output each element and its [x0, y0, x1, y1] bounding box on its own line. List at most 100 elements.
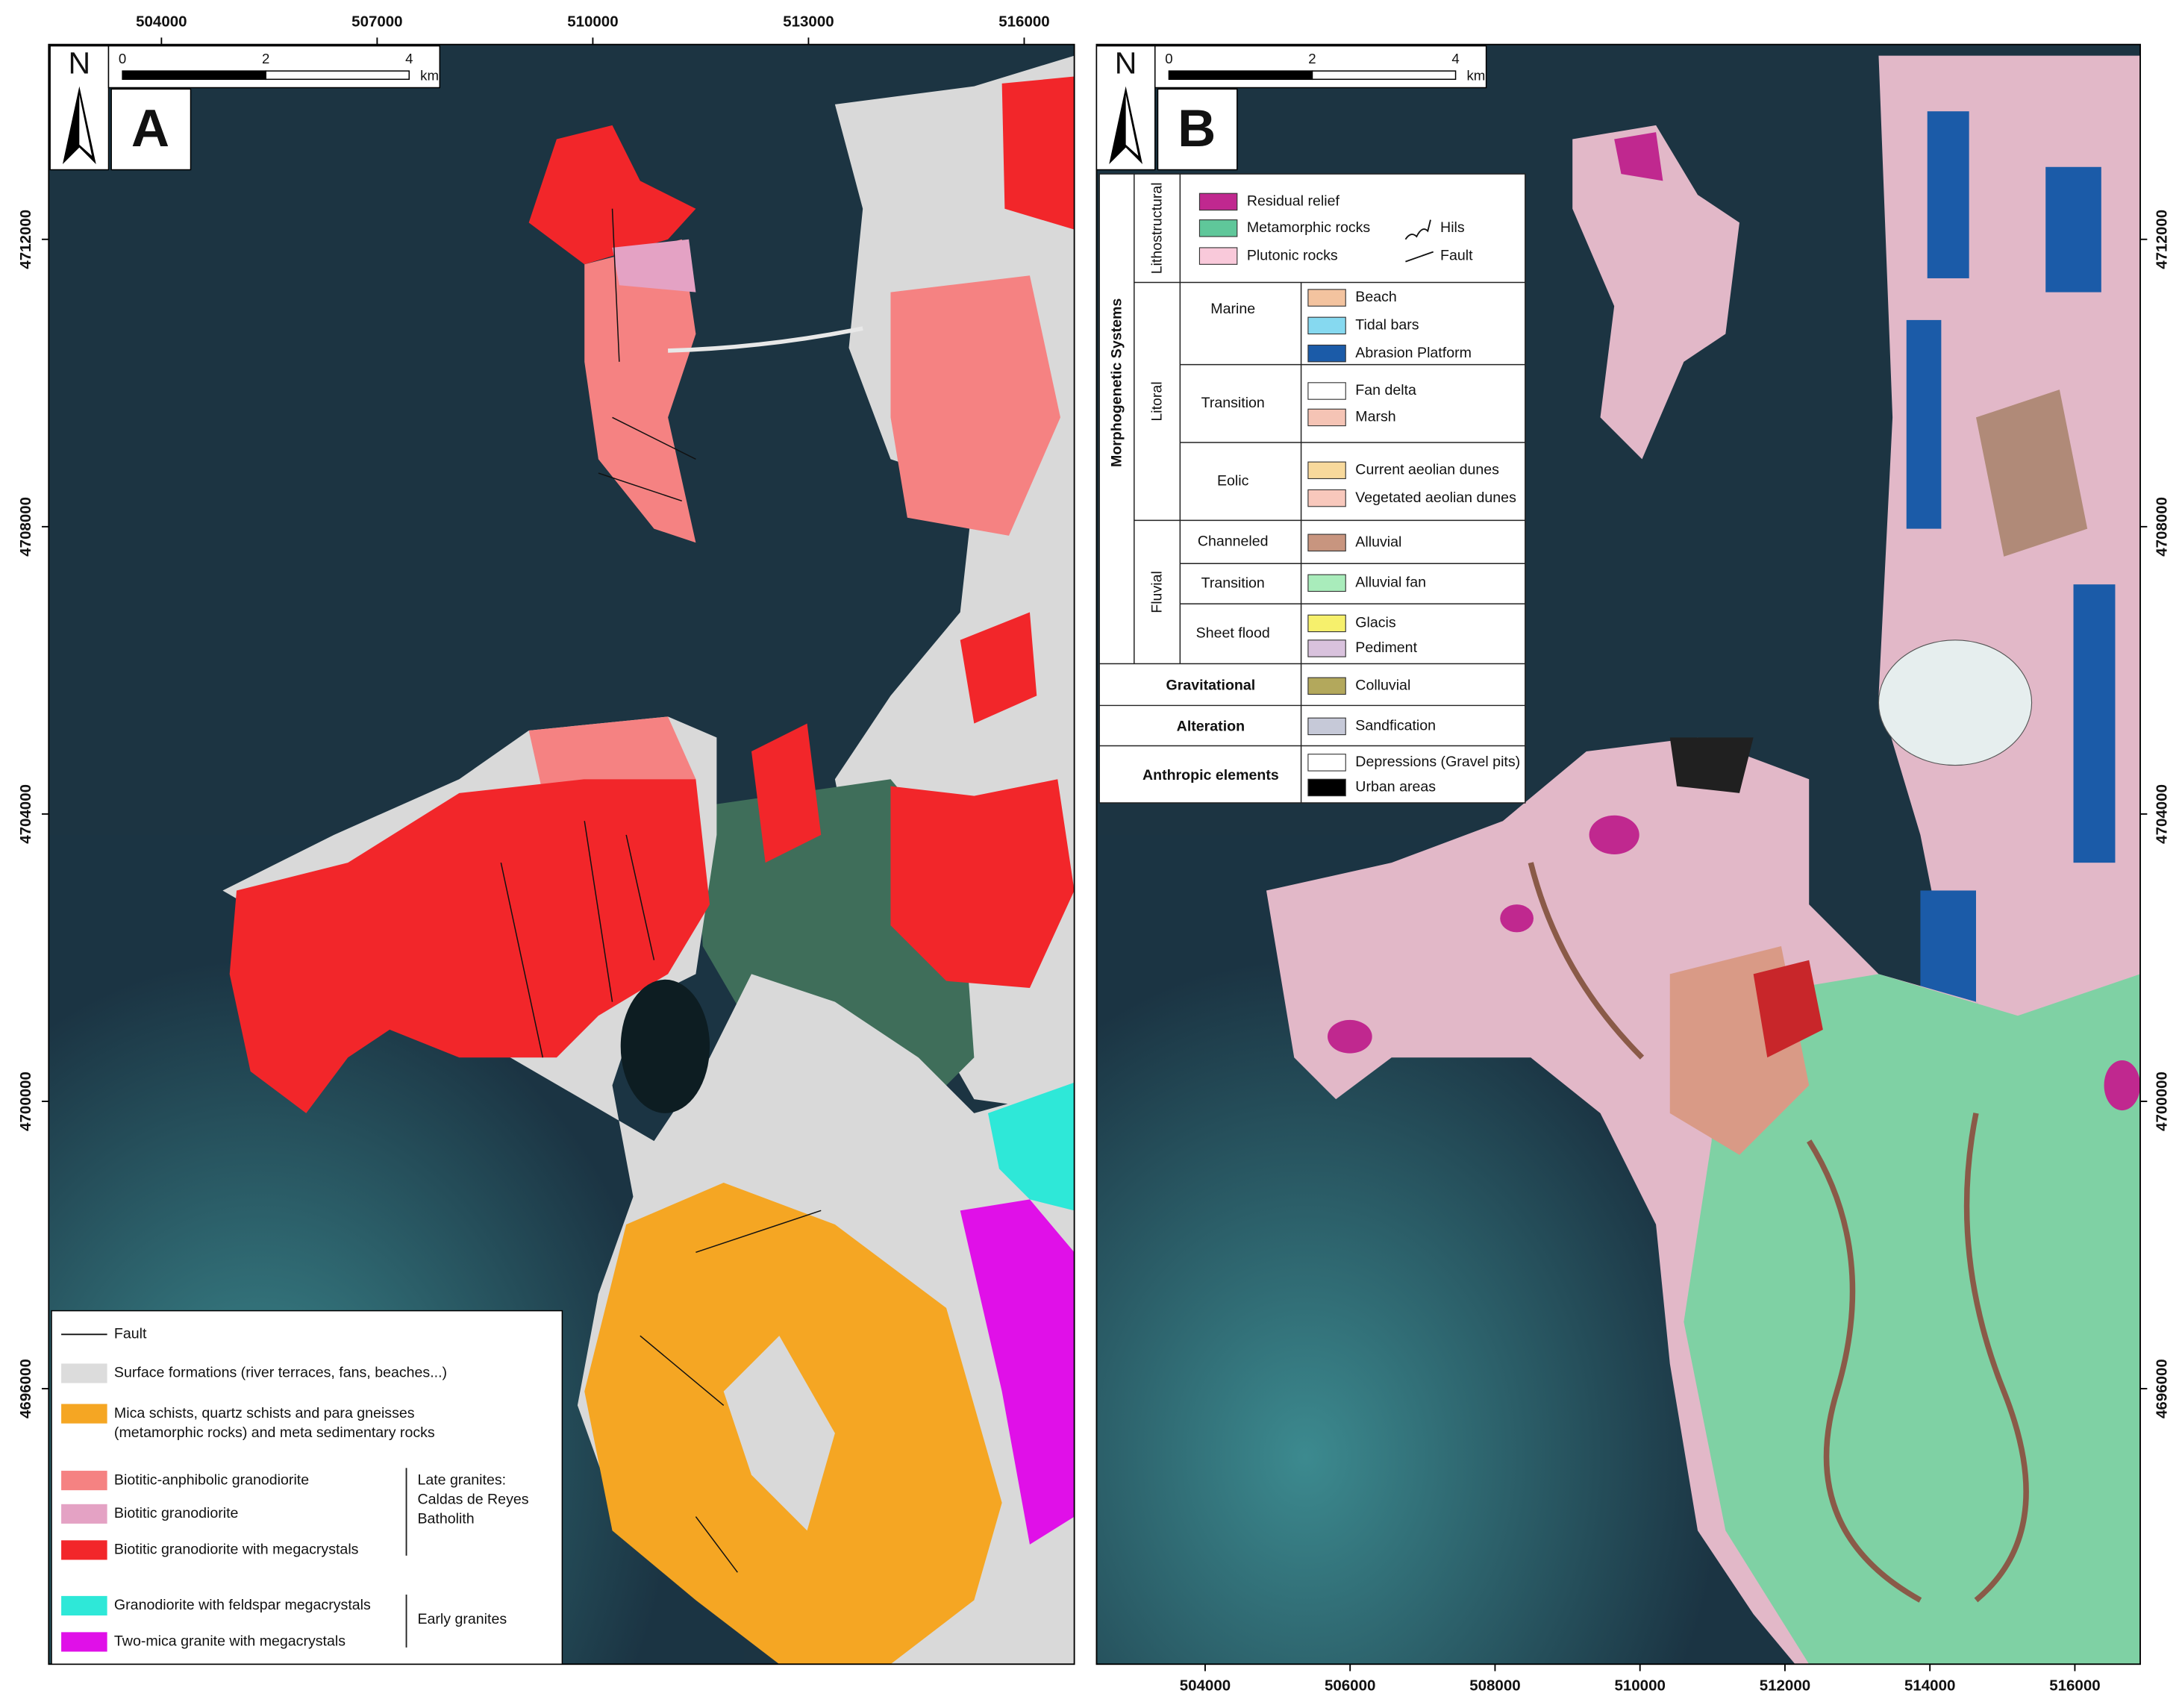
legend-swatch	[1198, 247, 1238, 265]
legend-swatch	[1307, 778, 1346, 797]
legend-section: Alteration	[1177, 719, 1245, 735]
unit	[890, 275, 1060, 536]
y-tick-label: 4708000	[17, 497, 34, 557]
legend-swatch	[1307, 289, 1346, 307]
x-tick-label: 516000	[998, 13, 1049, 30]
legend-section: Gravitational	[1166, 678, 1256, 694]
unit	[890, 779, 1075, 988]
frame-b	[1095, 43, 2141, 1665]
x-tick-label: 506000	[1325, 1677, 1375, 1695]
scale-box	[107, 45, 441, 89]
bridge	[668, 326, 863, 353]
legend-swatch	[1307, 677, 1346, 695]
legend-swatch	[1307, 639, 1346, 657]
legend-swatch	[1307, 534, 1346, 552]
legend-label: (metamorphic rocks) and meta sedimentary…	[114, 1424, 435, 1441]
legend-swatch	[1307, 408, 1346, 427]
legend-label: Sandfication	[1355, 718, 1436, 734]
legend-label: Colluvial	[1355, 678, 1410, 694]
legend-label: Two-mica granite with megacrystals	[114, 1633, 346, 1650]
north-label: N	[69, 46, 91, 80]
scale-box	[1154, 45, 1487, 89]
unit	[988, 1082, 1075, 1211]
legend-label: Fan delta	[1355, 382, 1416, 398]
legend-a	[51, 1310, 563, 1665]
legend-label: Beach	[1355, 289, 1397, 305]
legend-swatch	[61, 1595, 107, 1615]
legend-group-label: Batholith	[417, 1510, 474, 1527]
unit	[960, 1199, 1075, 1545]
legend-label: Biotitic granodiorite with megacrystals	[114, 1542, 359, 1558]
residual-relief	[1328, 815, 2141, 1111]
legend-swatch	[1198, 193, 1238, 211]
legend-swatch	[1307, 574, 1346, 592]
y-tick-label: 4712000	[17, 210, 34, 269]
scale-label: 4	[1451, 51, 1459, 66]
legend-label: Biotitic granodiorite	[114, 1505, 239, 1521]
legend-swatch	[1307, 316, 1346, 335]
faults	[500, 208, 822, 1573]
lagoon	[620, 979, 710, 1113]
map-a	[49, 44, 1075, 1665]
legend-label: Glacis	[1355, 615, 1396, 631]
y-tick-label: 4696000	[2153, 1359, 2170, 1418]
y-tick-label: 4696000	[17, 1359, 34, 1418]
legend-label: Marsh	[1355, 409, 1395, 425]
legend-group-label: Early granites	[417, 1611, 507, 1627]
legend-group: Channeled	[1198, 533, 1269, 549]
legend-swatch	[1198, 219, 1238, 237]
peninsula	[1572, 125, 1739, 460]
legend-label: Depressions (Gravel pits)	[1355, 754, 1520, 770]
legend-swatch	[61, 1632, 107, 1652]
urban	[1669, 737, 1754, 793]
legend-label: Alluvial fan	[1355, 575, 1426, 591]
legend-swatch	[61, 1363, 107, 1383]
legend-swatch	[1307, 489, 1346, 507]
legend-section: Anthropic elements	[1142, 767, 1279, 783]
north-label: N	[1115, 46, 1137, 80]
y-tick-label: 4700000	[2153, 1072, 2170, 1131]
legend-swatch	[1307, 754, 1346, 772]
legend-label: Tidal bars	[1355, 317, 1419, 334]
legend-swatch	[61, 1504, 107, 1524]
legend-label: Alluvial	[1355, 534, 1401, 550]
legend-group: Marine	[1210, 301, 1255, 317]
panel-label-box	[110, 88, 192, 171]
residual-relief	[1614, 132, 1663, 181]
legend-section: Fluvial	[1149, 571, 1166, 613]
legend-section: Litoral	[1149, 381, 1166, 421]
x-tick-label: 504000	[136, 13, 187, 30]
legend-label: Biotitic-anphibolic granodiorite	[114, 1471, 309, 1488]
scale-segment	[1168, 70, 1313, 81]
legend-label: Urban areas	[1355, 779, 1436, 795]
unit	[960, 612, 1037, 724]
north-arrow-half	[1125, 94, 1139, 156]
scale-segment	[122, 70, 266, 81]
legend-b	[1098, 173, 1526, 804]
unit	[751, 723, 822, 863]
scale-label: 0	[1165, 51, 1172, 66]
legend-group-label: Caldas de Reyes	[417, 1491, 528, 1507]
y-tick-label: 4708000	[2153, 497, 2170, 557]
scale-label: 0	[119, 51, 126, 66]
scale-label: 4	[405, 51, 413, 66]
legend-swatch	[61, 1540, 107, 1560]
legend-label: Plutonic rocks	[1247, 247, 1338, 263]
unit	[528, 716, 696, 793]
legend-group: Transition	[1201, 395, 1265, 411]
panel-label: B	[1178, 99, 1216, 158]
fault-symbol	[1405, 251, 1434, 263]
channels	[1528, 862, 2029, 1603]
panel-label: A	[131, 99, 169, 158]
x-tick-label: 508000	[1469, 1677, 1520, 1695]
unit	[528, 125, 696, 265]
y-tick-label: 4704000	[2153, 784, 2170, 844]
scale-label: 2	[262, 51, 269, 66]
legend-swatch	[61, 1404, 107, 1424]
scale-unit: km	[1466, 67, 1485, 83]
x-tick-label: 510000	[1614, 1677, 1665, 1695]
legend-label: Fault	[114, 1325, 147, 1342]
unit	[612, 239, 696, 293]
x-tick-label: 516000	[2049, 1677, 2100, 1695]
y-tick-label: 4704000	[17, 784, 34, 844]
